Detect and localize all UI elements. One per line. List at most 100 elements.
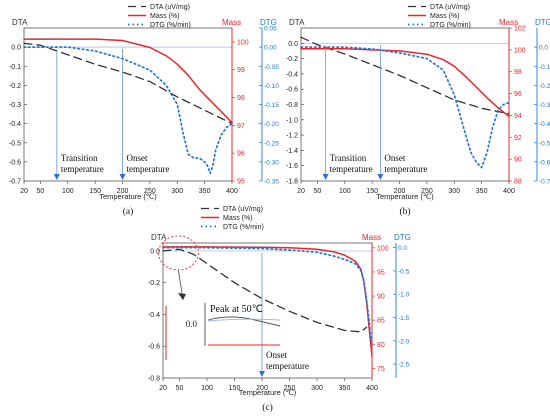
x-tick-label: 100 [201,385,213,392]
marker-arrow [53,174,60,180]
dta-tick-label: -1.0 [286,117,298,124]
dtg-axis-title: DTG [394,233,411,242]
dta-tick-label: 0.0 [150,248,160,255]
dtg-tick-label: -0.05 [264,64,279,71]
dtg-tick-label: -0.30 [264,159,279,166]
mass-axis-title: Mass [362,233,381,242]
x-tick-label: 100 [339,188,351,195]
x-tick-label: 350 [199,188,211,195]
x-tick-label: 20 [159,385,167,392]
marker-label: temperature [127,164,170,174]
dtg-tick-label: -2.5 [398,362,410,369]
chart-panel-b: 20 50 100 150 200 250 300 350 400 Temperature (℃)… [286,4,550,217]
dta-tick-label: -0.2 [148,280,160,287]
dtg-tick-label: 0.0 [398,245,407,252]
mass-tick-label: 96 [237,151,245,158]
marker-label: temperature [61,164,104,174]
dtg-tick-label: -2.0 [398,338,410,345]
mass-tick-label: 75 [377,366,385,373]
dta-tick-label: -0.2 [286,56,298,63]
legend-label: Mass (%) [223,215,253,222]
legend-label: DTG (%/min) [430,22,471,29]
dtg-tick-label: -0.4 [539,121,550,128]
zoom-annotation-label: Peak at 50℃ [210,304,263,315]
dtg-tick-label: -0.6 [539,159,550,166]
marker-label: Transition [330,153,367,163]
dta-tick-label: -0.4 [9,121,21,128]
x-tick-label: 100 [62,188,74,195]
dtg-axis-title: DTG [260,18,277,27]
marker-arrow [377,174,384,180]
marker-arrow [119,174,126,180]
dta-axis-title: DTA [151,233,167,242]
x-tick-label: 250 [421,188,433,195]
dta-tick-label: -0.6 [286,87,298,94]
dtg-tick-label: -0.3 [539,102,550,109]
panel-caption: (a) [123,206,134,217]
dtg-tick-label: 0.00 [264,45,277,52]
dta-tick-label: -0.5 [9,140,21,147]
dtg-tick-label: -0.25 [264,140,279,147]
mass-tick-label: 80 [377,342,385,349]
x-tick-label: 50 [176,385,184,392]
mass-tick-label: 96 [514,91,522,98]
dta-tick-label: -0.4 [286,71,298,78]
dtg-tick-label: -1.5 [398,315,410,322]
x-tick-label: 150 [89,188,101,195]
dta-tick-label: -0.4 [148,312,160,319]
x-tick-label: 300 [171,188,183,195]
dta-tick-label: 0.0 [11,45,21,52]
x-tick-label: 50 [314,188,322,195]
x-tick-label: 20 [20,188,28,195]
x-tick-label: 350 [339,385,351,392]
mass-tick-label: 99 [237,67,245,74]
zoom-inset-dta [207,316,281,327]
series-line-dta [300,36,510,115]
mass-tick-label: 100 [514,47,526,54]
series-line-dta [23,42,233,125]
dta-tick-label: 0.0 [288,41,298,48]
legend-label: DTG (%/min) [223,224,264,231]
mass-tick-label: 90 [377,294,385,301]
series-line-dtg [23,46,233,175]
x-tick-label: 200 [256,385,268,392]
marker-arrow [259,371,265,377]
mass-tick-label: 98 [514,69,522,76]
x-tick-label: 250 [144,188,156,195]
series-line-dta [162,248,368,333]
dtg-tick-label: -0.20 [264,121,279,128]
dta-tick-label: -0.1 [9,64,21,71]
mass-tick-label: 92 [514,135,522,142]
x-tick-label: 50 [37,188,45,195]
x-tick-label: 200 [117,188,129,195]
legend-label: DTG (%/min) [150,22,191,29]
x-tick-label: 150 [229,385,241,392]
legend-label: DTA (uV/mg) [150,4,190,11]
x-tick-label: 20 [297,188,305,195]
dta-tick-label: -1.2 [286,133,298,140]
marker-label: temperature [330,164,373,174]
x-tick-label: 400 [366,385,378,392]
dta-tick-label: -0.2 [9,83,21,90]
x-tick-label: 400 [503,188,515,195]
dta-tick-label: -1.4 [286,148,298,155]
zoom-leader-arrow [178,293,186,300]
x-axis-label: Temperature (℃) [99,192,157,201]
marker-label: Onset [266,350,287,360]
dta-tick-label: -0.3 [9,102,21,109]
marker-label: Onset [127,153,148,163]
mass-tick-label: 100 [237,39,249,46]
dtg-tick-label: -0.35 [264,179,279,186]
x-axis-label: Temperature (℃) [239,388,297,397]
mass-tick-label: 85 [377,318,385,325]
x-tick-label: 400 [226,188,238,195]
mass-tick-label: 98 [237,95,245,102]
marker-label: temperature [266,361,309,371]
dtg-tick-label: -0.1 [539,64,550,71]
dta-tick-label: -0.8 [148,376,160,383]
x-tick-label: 300 [311,385,323,392]
dta-tick-label: -0.8 [286,102,298,109]
x-tick-label: 350 [476,188,488,195]
dtg-axis-title: DTG [535,18,550,27]
